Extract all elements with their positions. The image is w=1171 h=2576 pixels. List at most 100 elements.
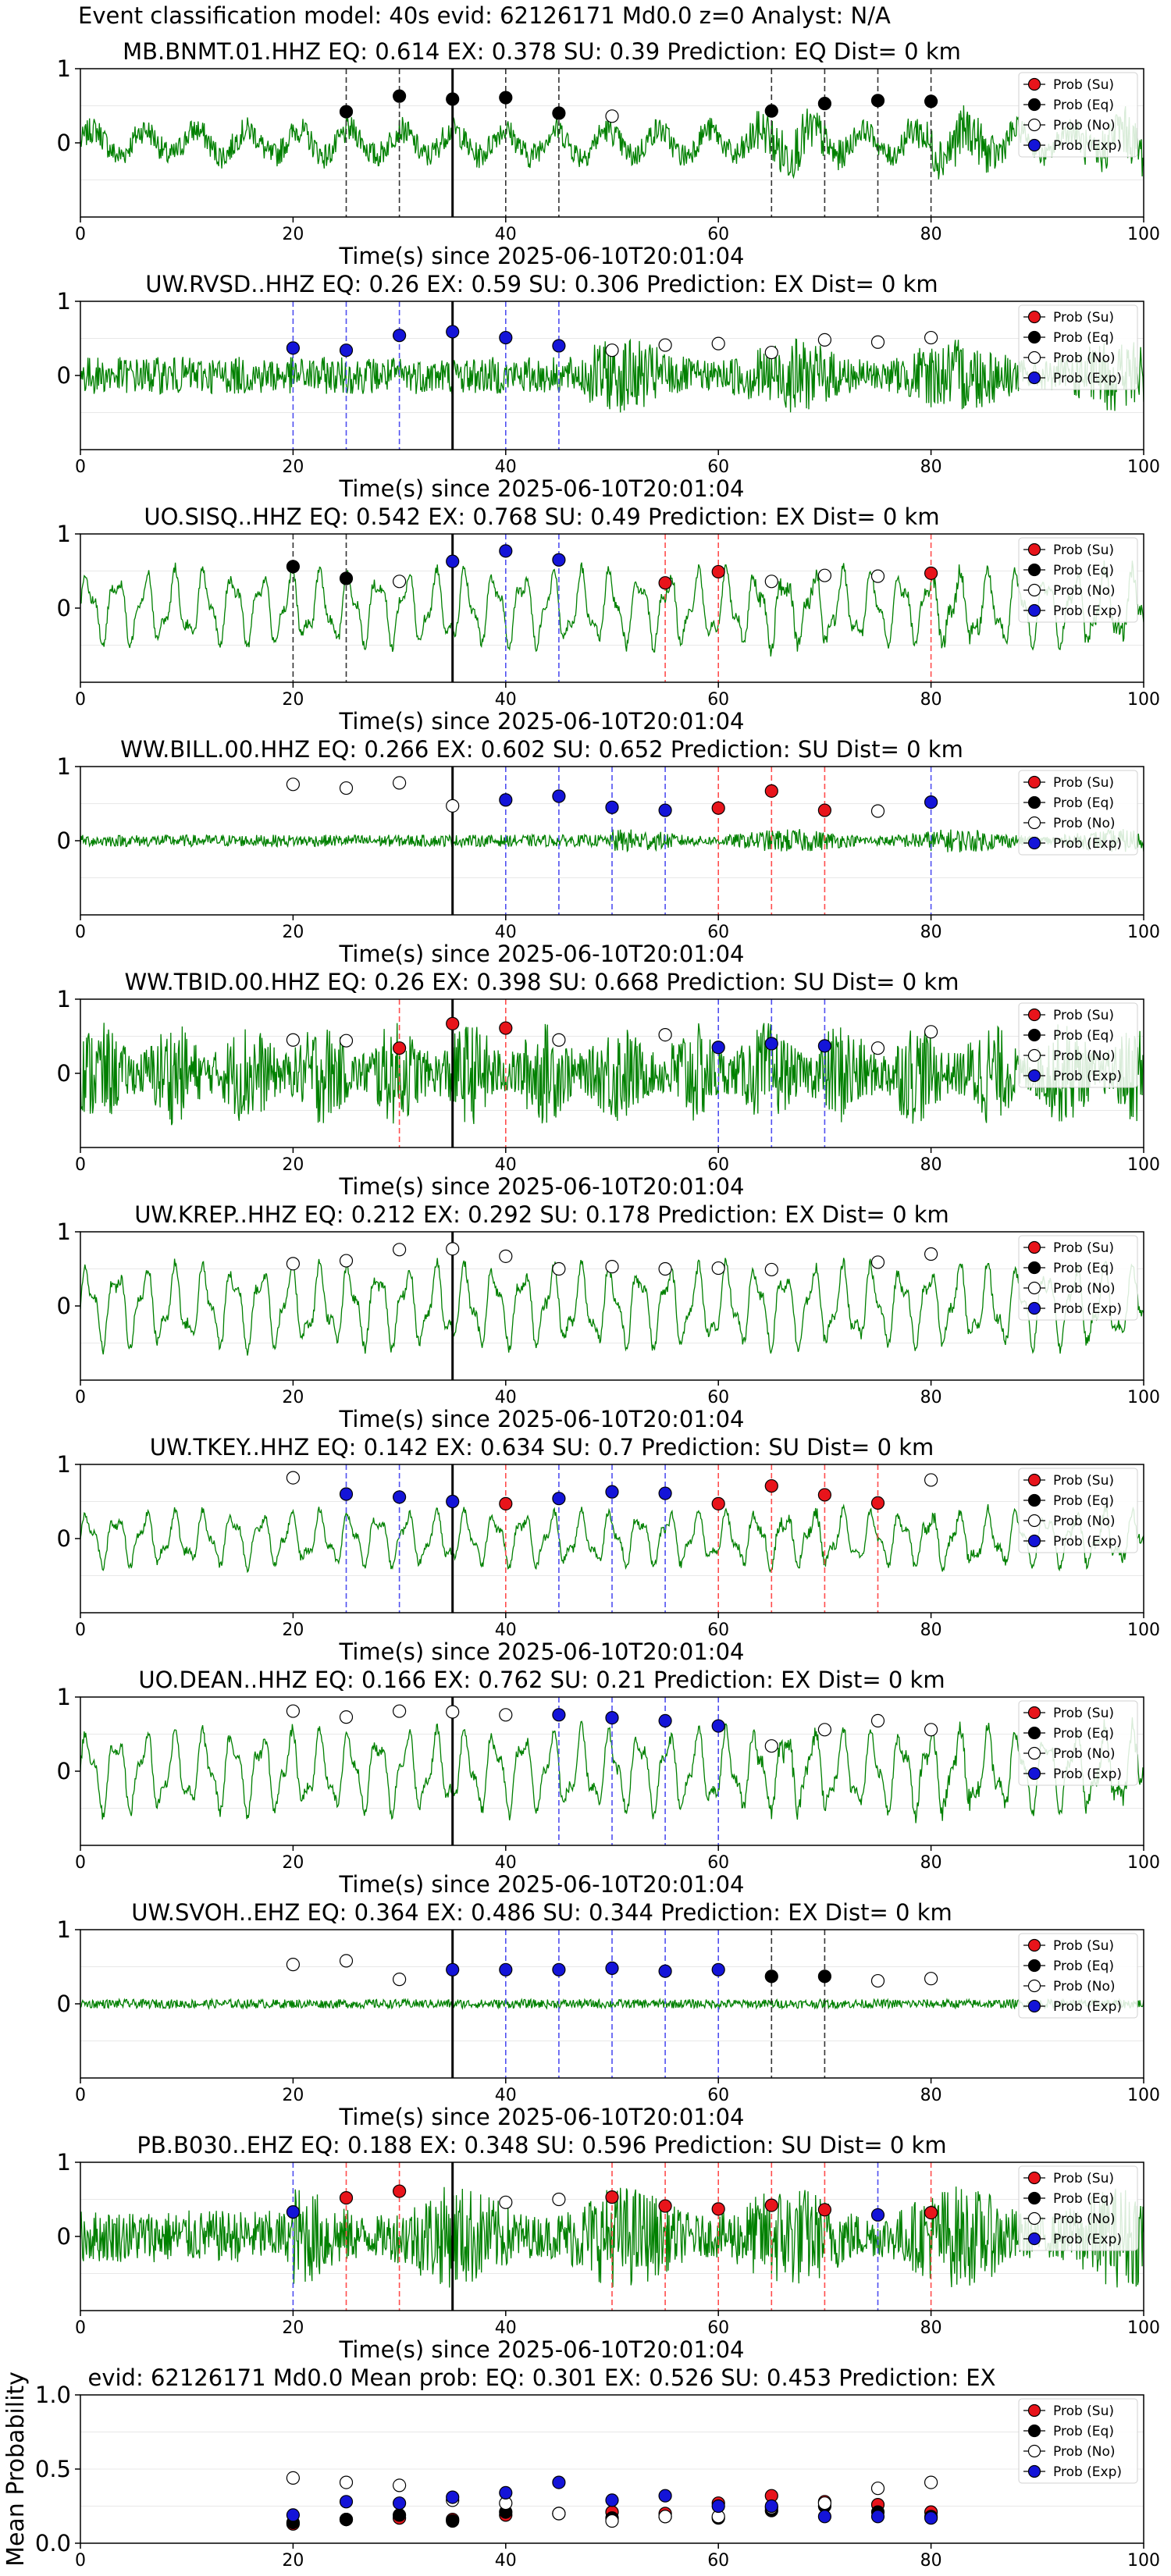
axes-frame (80, 533, 1144, 683)
x-tick-label: 100 (1127, 225, 1160, 244)
mean-marker-exp (764, 2499, 778, 2514)
prob-marker-no (393, 1243, 407, 1257)
legend-box (1018, 1933, 1138, 2019)
panel-uo-sisq--hhz: UO.SISQ..HHZ EQ: 0.542 EX: 0.768 SU: 0.4… (57, 503, 1160, 735)
prob-marker-eq (764, 1969, 778, 1984)
prob-marker-su (817, 2203, 832, 2217)
prob-marker-no (393, 1973, 407, 1987)
legend-label-exp: Prob (Exp) (1053, 2464, 1122, 2480)
legend-marker-su (1027, 1008, 1041, 1022)
x-tick-label: 100 (1127, 1155, 1160, 1175)
prob-marker-eq (817, 1969, 832, 1984)
panel-title: UW.SVOH..EHZ EQ: 0.364 EX: 0.486 SU: 0.3… (131, 1899, 952, 1926)
prob-marker-su (393, 1041, 407, 1055)
y-tick-label: 0 (57, 1758, 71, 1784)
prob-marker-no (870, 1713, 885, 1727)
x-axis-label: Time(s) since 2025-06-10T20:01:04 (339, 243, 745, 269)
mean-marker-no (817, 2496, 832, 2510)
prob-marker-eq (393, 89, 407, 103)
prob-marker-no (711, 1261, 725, 1276)
legend-marker-eq (1027, 795, 1041, 809)
legend-label-su: Prob (Su) (1053, 543, 1114, 558)
x-tick-label: 0 (75, 2551, 86, 2571)
legend-label-eq: Prob (Eq) (1053, 1726, 1114, 1742)
panel-mean: evid: 62126171 Md0.0 Mean prob: EQ: 0.30… (2, 2364, 1160, 2571)
prob-marker-no (764, 575, 778, 589)
prob-marker-exp (499, 1962, 513, 1976)
prob-marker-no (552, 1033, 566, 1047)
x-axis-label: Time(s) since 2025-06-10T20:01:04 (339, 2336, 745, 2363)
prob-marker-eq (499, 91, 513, 105)
prob-marker-no (552, 2192, 566, 2207)
legend-marker-no (1027, 1514, 1041, 1528)
legend-marker-eq (1027, 98, 1041, 112)
prob-marker-no (339, 1710, 354, 1724)
legend-marker-no (1027, 583, 1041, 597)
y-tick-label: 1 (57, 288, 71, 315)
waveform-trace (80, 105, 1144, 180)
x-tick-label: 80 (920, 2551, 942, 2571)
legend-marker-no (1027, 350, 1041, 365)
y-tick-label: 1 (57, 55, 71, 82)
legend-marker-eq (1027, 2424, 1041, 2438)
prob-marker-exp (711, 1041, 725, 1055)
prob-marker-exp (446, 1494, 460, 1509)
prob-marker-exp (711, 1719, 725, 1733)
prob-marker-exp (339, 1487, 354, 1501)
mean-marker-no (924, 2475, 938, 2489)
mean-marker-exp (499, 2485, 513, 2500)
y-tick-label: 0 (57, 1060, 71, 1087)
prob-marker-no (552, 1261, 566, 1276)
prob-marker-exp (605, 1711, 619, 1725)
legend-marker-exp (1027, 1999, 1041, 2013)
x-tick-label: 60 (707, 225, 729, 244)
mean-marker-no (552, 2507, 566, 2521)
prob-marker-exp (552, 1708, 566, 1722)
prob-marker-su (817, 803, 832, 817)
panel-title: UO.SISQ..HHZ EQ: 0.542 EX: 0.768 SU: 0.4… (144, 503, 939, 530)
prob-marker-no (286, 1704, 300, 1718)
prob-marker-no (446, 1242, 460, 1256)
x-tick-label: 60 (707, 457, 729, 477)
legend-marker-eq (1027, 1726, 1041, 1740)
legend-box (1018, 770, 1138, 856)
legend-label-exp: Prob (Exp) (1053, 1301, 1122, 1317)
prob-marker-no (711, 336, 725, 350)
prob-marker-exp (870, 2208, 885, 2222)
legend-marker-eq (1027, 1028, 1041, 1042)
axes-frame (80, 998, 1144, 1148)
y-tick-label: 1 (57, 521, 71, 547)
prob-marker-no (339, 1254, 354, 1268)
prob-marker-exp (658, 1964, 672, 1978)
prob-marker-no (764, 345, 778, 360)
panel-title: MB.BNMT.01.HHZ EQ: 0.614 EX: 0.378 SU: 0… (123, 38, 961, 65)
waveform-trace (80, 338, 1144, 413)
mean-marker-eq (393, 2508, 407, 2522)
y-tick-label: 0 (57, 827, 71, 854)
prob-marker-no (924, 330, 938, 345)
x-tick-label: 60 (707, 2086, 729, 2105)
x-tick-label: 40 (495, 2086, 517, 2105)
waveform-trace (80, 1257, 1144, 1356)
x-tick-label: 0 (75, 225, 86, 244)
legend-label-eq: Prob (Eq) (1053, 2424, 1114, 2439)
legend-label-no: Prob (No) (1053, 1281, 1116, 1297)
prob-marker-no (605, 343, 619, 358)
prob-marker-eq (764, 104, 778, 118)
x-tick-label: 100 (1127, 2551, 1160, 2571)
prob-marker-exp (605, 1961, 619, 1975)
prob-marker-exp (605, 800, 619, 814)
mean-marker-eq (339, 2513, 354, 2527)
y-tick-label: 0.0 (35, 2530, 71, 2556)
panel-title: PB.B030..EHZ EQ: 0.188 EX: 0.348 SU: 0.5… (137, 2132, 946, 2158)
y-tick-label: 1 (57, 986, 71, 1012)
mean-marker-exp (339, 2495, 354, 2509)
legend-label-no: Prob (No) (1053, 583, 1116, 599)
x-tick-label: 60 (707, 690, 729, 710)
panel-title: WW.BILL.00.HHZ EQ: 0.266 EX: 0.602 SU: 0… (120, 736, 963, 763)
prob-marker-no (286, 1471, 300, 1485)
x-tick-label: 40 (495, 1155, 517, 1175)
legend-label-su: Prob (Su) (1053, 1240, 1114, 1256)
legend-marker-exp (1027, 2232, 1041, 2246)
